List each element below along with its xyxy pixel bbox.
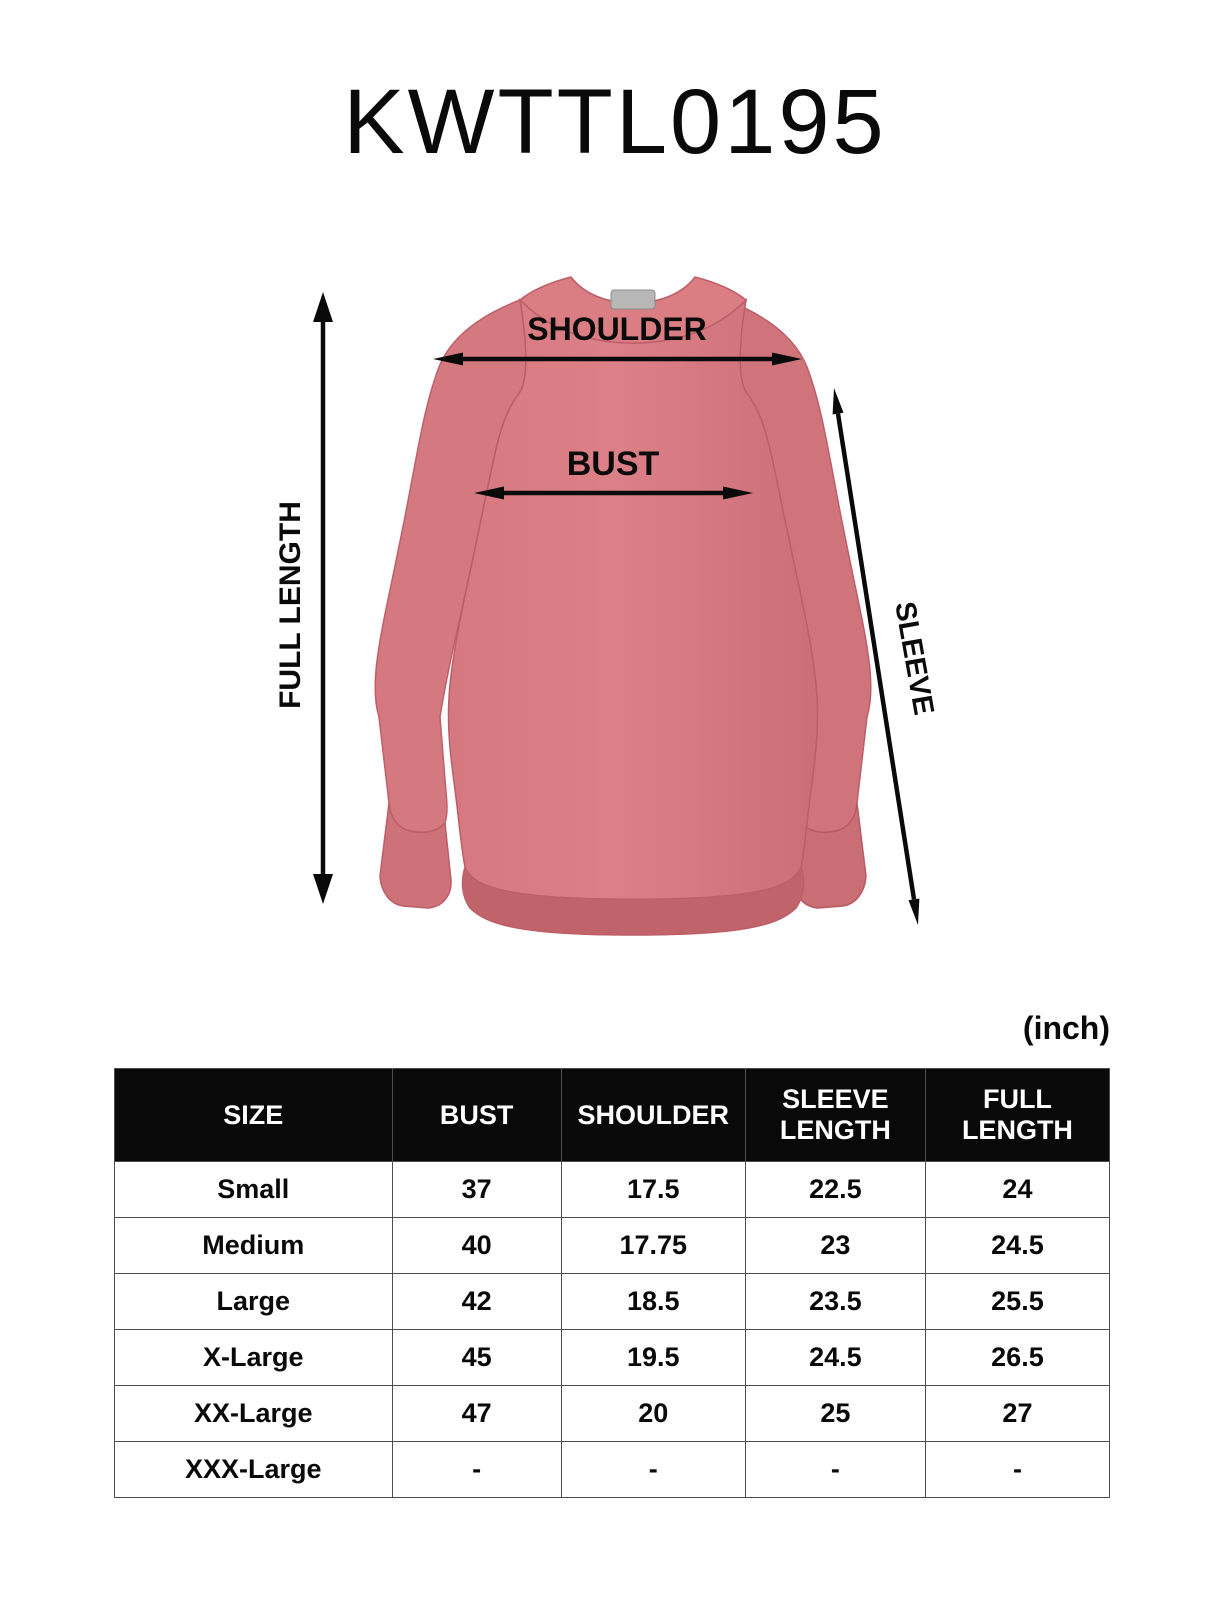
svg-text:BUST: BUST	[567, 445, 660, 483]
svg-text:FULL LENGTH: FULL LENGTH	[274, 501, 307, 709]
svg-text:SLEEVE: SLEEVE	[888, 599, 939, 717]
svg-text:SHOULDER: SHOULDER	[527, 311, 707, 347]
